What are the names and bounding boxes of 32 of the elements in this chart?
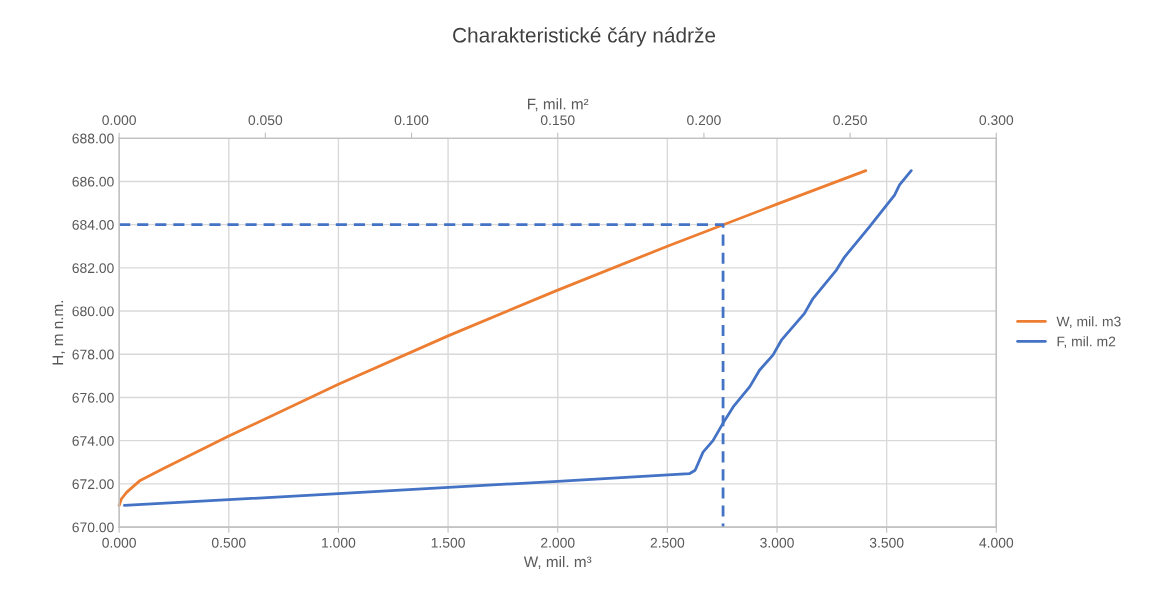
x-tick-label: 1.500 [431,537,465,548]
x2-tick-label: 0.100 [394,115,429,126]
y-tick-label: 670.00 [72,522,114,533]
x-tick-label: 1.000 [322,537,356,548]
y-tick-label: 674.00 [72,436,114,446]
y-tick-label: 688.00 [72,133,114,144]
x-tick-label: 2.500 [650,537,685,548]
y-tick-label: 684.00 [72,219,114,230]
chart-title: Charakteristické čáry nádrže [453,27,716,47]
x2-tick-label: 0.050 [248,115,283,126]
x2-tick-label: 0.300 [979,115,1014,126]
x-tick-label: 2.000 [541,537,575,548]
legend-label: W, mil. m3 [1056,316,1121,329]
y-tick-label: 676.00 [72,392,114,403]
x2-tick-label: 0.150 [540,115,575,126]
x2-axis-title: F, mil. m² [528,98,589,112]
x2-tick-label: 0.250 [833,115,867,126]
y-tick-label: 672.00 [72,479,114,490]
x2-tick-label: 0.200 [687,115,721,126]
x-tick-label: 4.000 [979,537,1014,548]
y-tick-label: 682.00 [72,263,114,274]
x-tick-label: 0.000 [102,537,136,548]
y-tick-label: 678.00 [72,349,114,360]
y-tick-label: 686.00 [72,176,114,187]
y-tick-label: 680.00 [72,306,114,317]
x2-tick-label: 0.000 [102,115,136,126]
x-tick-label: 3.000 [760,537,794,548]
x-tick-label: 0.500 [211,537,246,548]
y-axis-title: H, m n.m. [52,300,66,365]
x-tick-label: 3.500 [869,537,904,548]
legend-label: F, mil. m2 [1057,336,1116,348]
x-axis-title: W, mil. m³ [523,556,592,570]
